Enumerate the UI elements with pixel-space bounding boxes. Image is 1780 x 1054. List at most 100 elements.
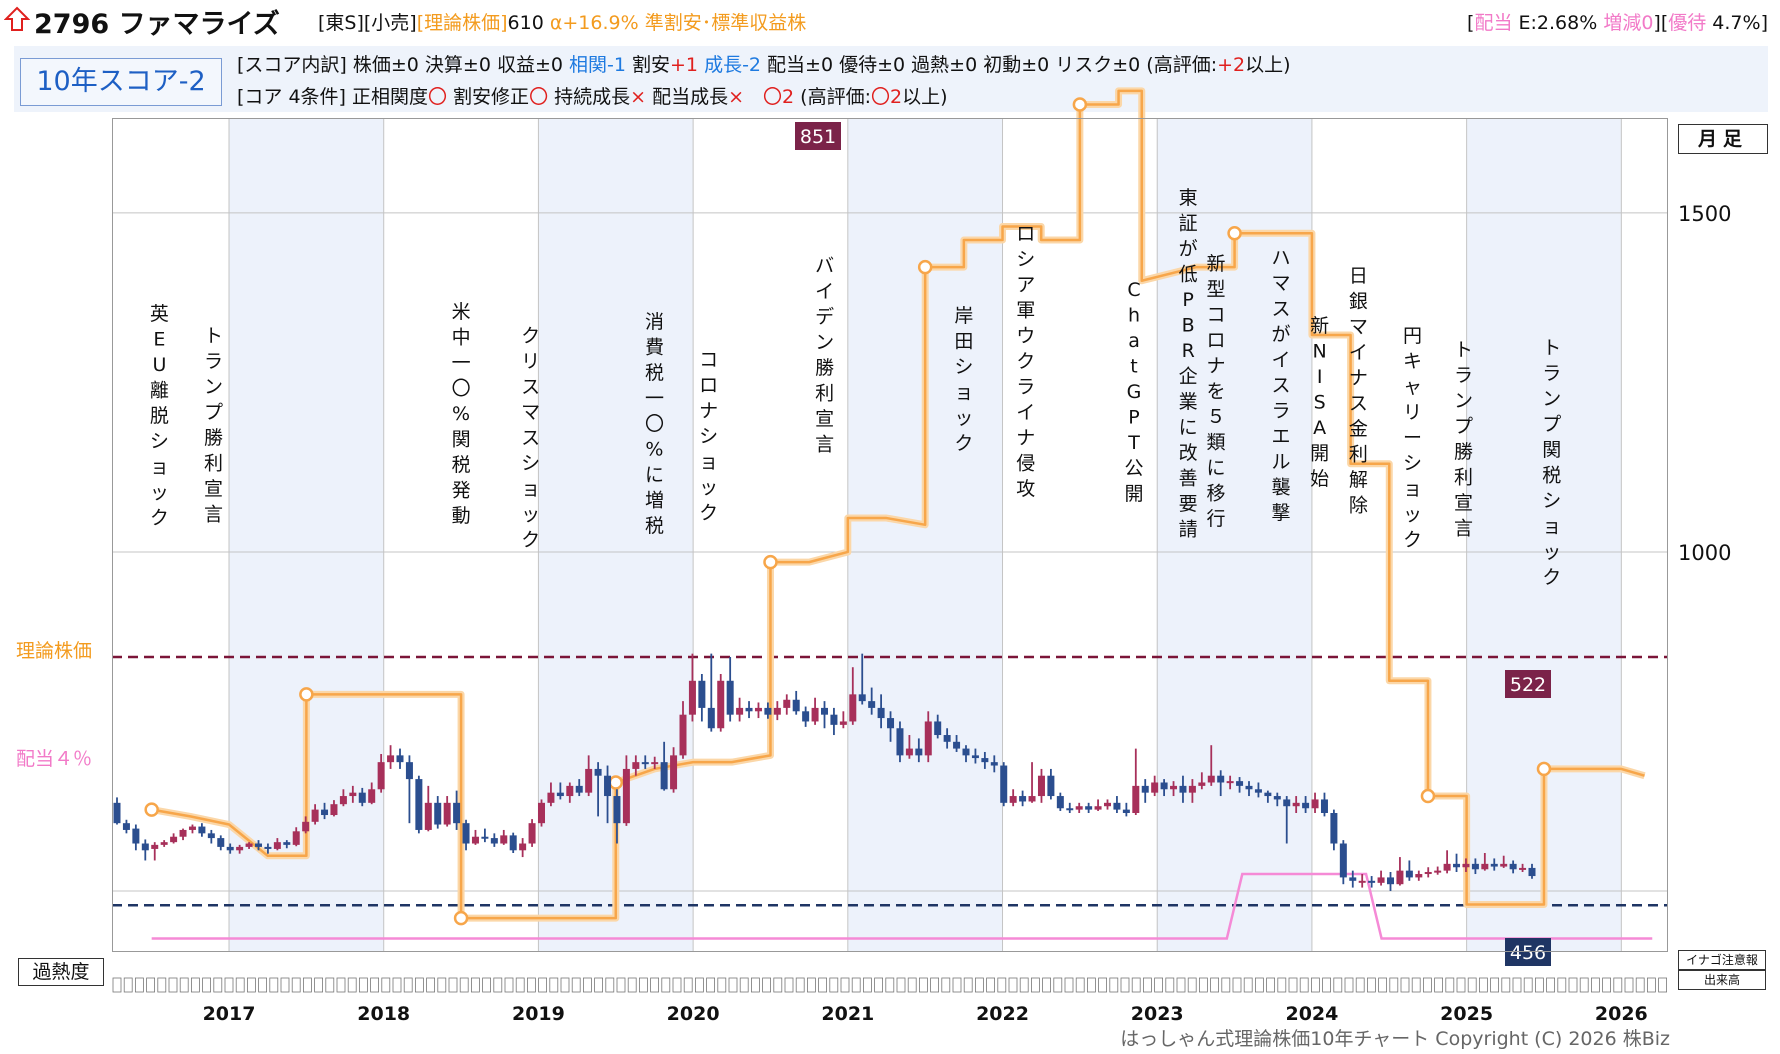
candle-body <box>1509 863 1517 870</box>
event-char: シ <box>1016 249 1035 271</box>
candle-body <box>821 707 828 715</box>
overheat-cell <box>437 977 447 993</box>
overheat-cell <box>1131 977 1141 993</box>
candle-body <box>160 842 168 845</box>
event-char: 軍 <box>1016 300 1035 322</box>
event-char: U <box>152 354 166 376</box>
event-char: リ <box>1403 402 1422 424</box>
overheat-cell <box>1221 977 1231 993</box>
overheat-cell <box>863 977 872 993</box>
overheat-cell <box>1053 977 1063 993</box>
dividend-4pct-label: 配当４％ <box>16 748 93 770</box>
candle-body <box>1377 877 1385 883</box>
dividend-info: [配当 E:2.68% 増減0][優待 4.7%] <box>1467 8 1768 35</box>
event-char: a <box>1128 330 1140 352</box>
chart-frame <box>112 118 1668 952</box>
event-char: 移 <box>1207 483 1226 505</box>
overheat-cell <box>246 977 256 993</box>
candle-body <box>415 779 423 830</box>
last-price-label: 522 <box>1510 674 1546 696</box>
event-char: プ <box>1542 414 1561 436</box>
overheat-cell <box>851 977 861 993</box>
candle-body <box>1254 789 1262 793</box>
theory-marker <box>1227 226 1242 241</box>
candle-body <box>868 701 876 708</box>
candle-body <box>905 748 913 756</box>
event-char: シ <box>150 431 169 453</box>
overheat-cell <box>695 977 704 993</box>
overheat-cell <box>448 977 458 993</box>
period-monthly-button[interactable]: 月足 <box>1678 124 1768 154</box>
event-char: 利 <box>1454 467 1473 489</box>
event-char: ッ <box>150 482 169 504</box>
candle-body <box>632 762 640 769</box>
event-char: ョ <box>699 451 718 473</box>
candle-body <box>1311 799 1319 809</box>
candle-body <box>1019 796 1027 802</box>
event-char: 開 <box>1310 443 1329 465</box>
candle-body <box>377 762 385 790</box>
overheat-cell <box>1557 977 1567 993</box>
overheat-cell <box>1411 977 1421 993</box>
event-char: 関 <box>1542 439 1561 461</box>
overheat-cell <box>1075 977 1085 993</box>
overheat-cell <box>1199 977 1208 993</box>
overheat-cell <box>818 977 827 993</box>
overheat-cell <box>1098 977 1107 993</box>
overheat-cell <box>1019 977 1029 993</box>
candle-body <box>811 707 819 722</box>
candle-body <box>877 707 885 719</box>
candle-body <box>226 846 234 851</box>
event-char: 銀 <box>1349 291 1368 313</box>
event-char: キ <box>1403 351 1422 373</box>
event-char: 米 <box>452 301 471 323</box>
candle-body <box>1500 863 1508 867</box>
event-char: 東 <box>1179 187 1198 209</box>
candle-body <box>575 785 583 793</box>
event-char: ト <box>1542 337 1561 359</box>
overheat-cell <box>605 977 615 993</box>
overheat-cell <box>661 977 671 993</box>
event-char: ナ <box>1207 355 1226 377</box>
overheat-cell <box>1087 977 1096 993</box>
candle-body <box>490 838 498 844</box>
event-char: 行 <box>1207 508 1226 530</box>
candle-body <box>311 809 319 822</box>
overheat-cell <box>807 977 816 993</box>
candle-body <box>151 844 159 849</box>
event-char: 企 <box>1179 366 1198 388</box>
overheat-cell <box>1389 977 1399 993</box>
candle-body <box>528 823 536 844</box>
candle-body <box>1320 799 1328 813</box>
event-char: ク <box>1016 351 1035 373</box>
candle-body <box>754 707 762 712</box>
candle-body <box>641 762 649 765</box>
event-char: h <box>1128 305 1140 327</box>
alpha-value: α+16.9% <box>549 12 639 34</box>
overheat-cell <box>302 977 312 993</box>
event-char: 証 <box>1179 213 1198 235</box>
candle-body <box>1415 874 1423 878</box>
candle-body <box>1490 863 1498 867</box>
score-badge: 10年スコア-2 <box>20 58 222 106</box>
event-char: バ <box>815 255 834 277</box>
overheat-cell <box>1546 977 1555 993</box>
overheat-cell <box>291 977 301 993</box>
overheat-cell <box>1288 977 1298 993</box>
candle-body <box>1170 785 1178 790</box>
overheat-cell <box>179 977 189 993</box>
overheat-cell <box>1624 977 1634 993</box>
candle-body <box>264 846 272 849</box>
overheat-cell <box>549 977 559 993</box>
overheat-cell <box>358 977 368 993</box>
candle-body <box>434 802 442 825</box>
candle-body <box>198 826 206 834</box>
candle-body <box>236 846 244 851</box>
candle-body <box>1387 877 1394 885</box>
overheat-cell <box>482 977 492 993</box>
event-char: G <box>1127 381 1142 403</box>
candle-body <box>188 826 196 830</box>
overheat-cell <box>1165 977 1175 993</box>
event-char: ク <box>954 433 973 455</box>
event-char: 中 <box>452 327 471 349</box>
